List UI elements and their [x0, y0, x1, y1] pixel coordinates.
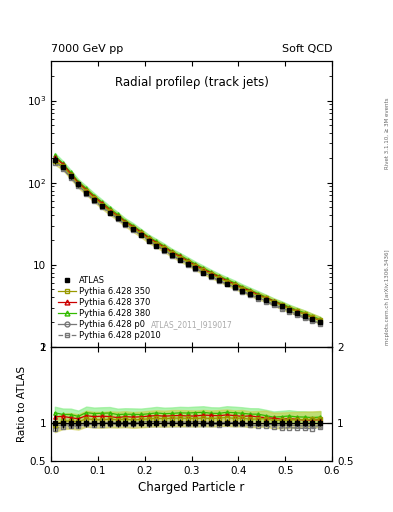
Text: Radial profileρ (track jets): Radial profileρ (track jets) [115, 76, 268, 89]
X-axis label: Charged Particle r: Charged Particle r [138, 481, 245, 494]
Text: Soft QCD: Soft QCD [282, 44, 332, 54]
Text: mcplots.cern.ch [arXiv:1306.3436]: mcplots.cern.ch [arXiv:1306.3436] [385, 249, 389, 345]
Legend: ATLAS, Pythia 6.428 350, Pythia 6.428 370, Pythia 6.428 380, Pythia 6.428 p0, Py: ATLAS, Pythia 6.428 350, Pythia 6.428 37… [55, 273, 163, 343]
Text: ATLAS_2011_I919017: ATLAS_2011_I919017 [151, 321, 233, 330]
Text: 7000 GeV pp: 7000 GeV pp [51, 44, 123, 54]
Y-axis label: Ratio to ATLAS: Ratio to ATLAS [17, 366, 27, 442]
Text: Rivet 3.1.10, ≥ 3M events: Rivet 3.1.10, ≥ 3M events [385, 97, 389, 169]
